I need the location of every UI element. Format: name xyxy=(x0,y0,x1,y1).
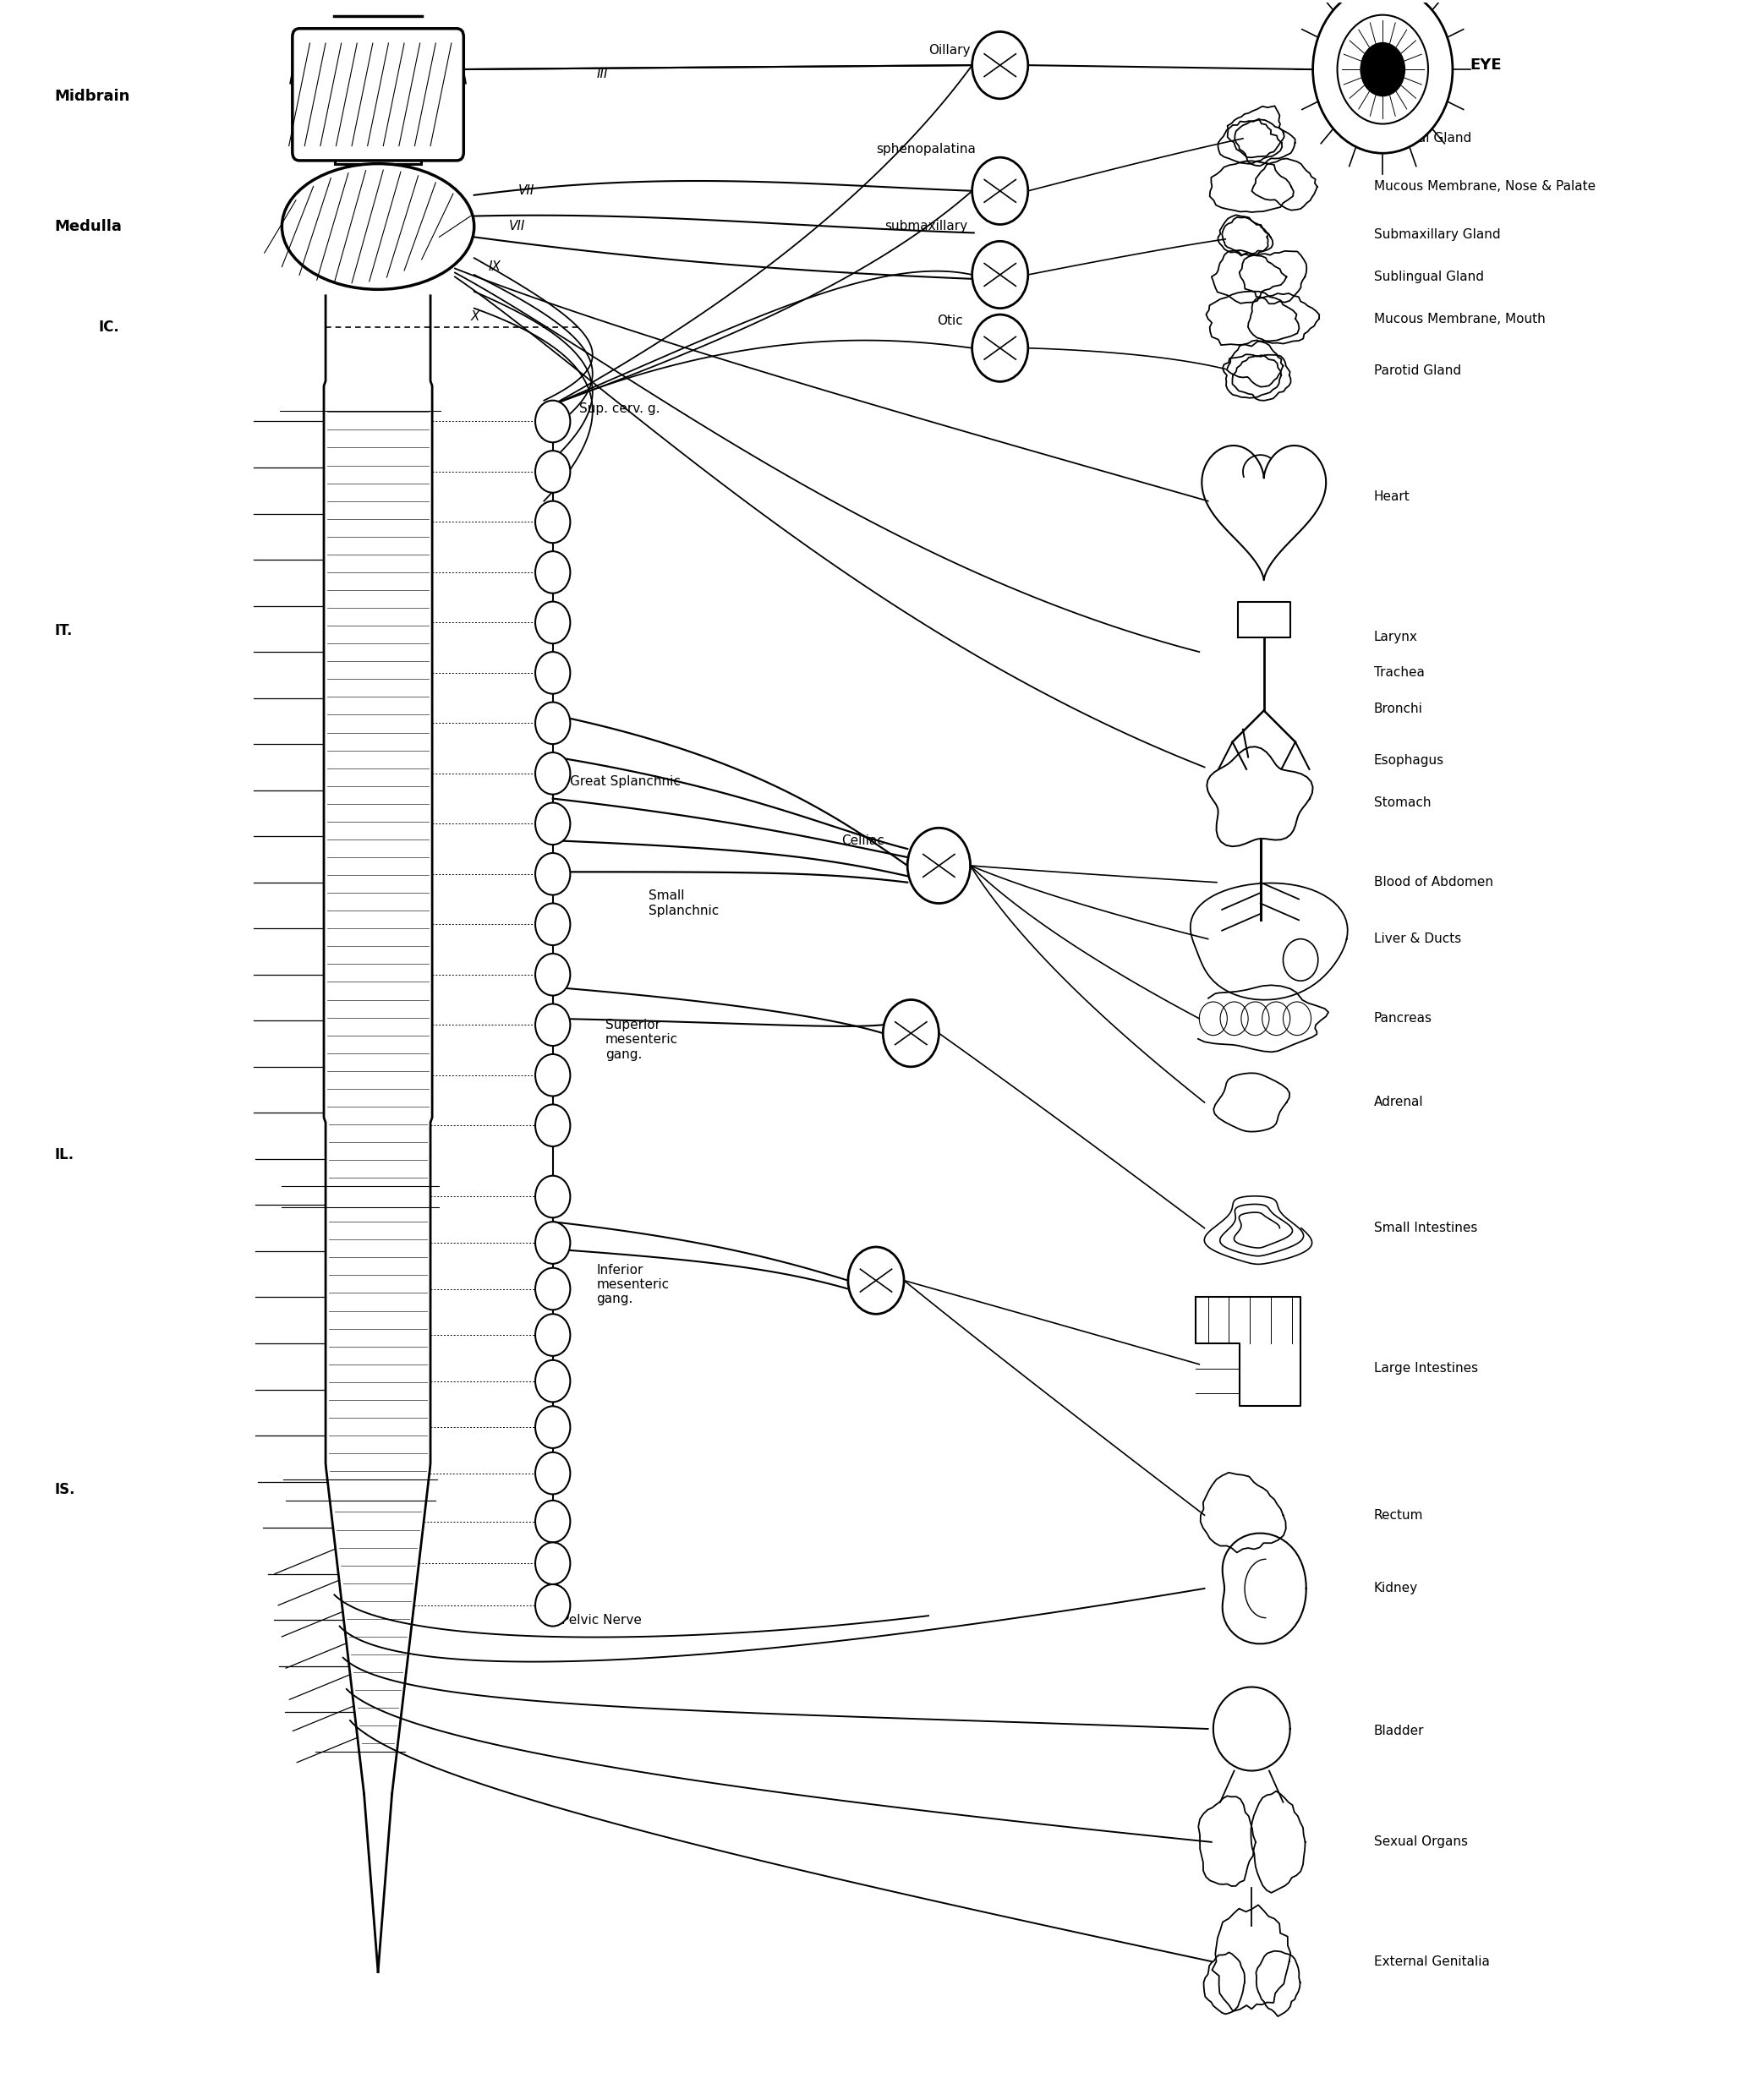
Circle shape xyxy=(972,157,1028,225)
Circle shape xyxy=(536,1054,569,1096)
Text: Great Splanchnic: Great Splanchnic xyxy=(569,775,682,788)
Circle shape xyxy=(883,1000,939,1067)
Circle shape xyxy=(536,853,569,895)
Circle shape xyxy=(536,701,569,743)
Text: Pancreas: Pancreas xyxy=(1374,1012,1433,1025)
Circle shape xyxy=(536,1407,569,1449)
Text: Sup. cerv. g.: Sup. cerv. g. xyxy=(578,403,661,416)
Circle shape xyxy=(536,1583,569,1625)
Circle shape xyxy=(536,903,569,945)
Circle shape xyxy=(972,315,1028,382)
Text: VII: VII xyxy=(519,185,534,197)
Circle shape xyxy=(536,1105,569,1147)
Circle shape xyxy=(536,1004,569,1046)
Text: Bronchi: Bronchi xyxy=(1374,701,1423,714)
Text: Kidney: Kidney xyxy=(1374,1581,1417,1594)
Circle shape xyxy=(1282,939,1318,981)
Text: Lacrimal Gland: Lacrimal Gland xyxy=(1374,132,1472,145)
Text: Otic: Otic xyxy=(937,315,964,328)
Circle shape xyxy=(536,802,569,844)
Circle shape xyxy=(536,451,569,493)
Circle shape xyxy=(536,1453,569,1495)
Text: Trachea: Trachea xyxy=(1374,666,1424,678)
Text: Stomach: Stomach xyxy=(1374,796,1431,808)
Circle shape xyxy=(536,1176,569,1218)
Circle shape xyxy=(848,1247,904,1315)
Text: External Genitalia: External Genitalia xyxy=(1374,1955,1489,1968)
Text: IC.: IC. xyxy=(98,319,119,334)
Circle shape xyxy=(908,827,971,903)
Circle shape xyxy=(536,752,569,794)
Text: Liver & Ducts: Liver & Ducts xyxy=(1374,932,1461,945)
Text: Celliac: Celliac xyxy=(841,834,885,846)
Circle shape xyxy=(536,1268,569,1310)
Text: Large Intestines: Large Intestines xyxy=(1374,1363,1479,1376)
Text: Blood of Abdomen: Blood of Abdomen xyxy=(1374,876,1493,888)
Text: Small Intestines: Small Intestines xyxy=(1374,1222,1477,1235)
Text: Pelvic Nerve: Pelvic Nerve xyxy=(561,1613,641,1625)
Text: Larynx: Larynx xyxy=(1374,630,1417,643)
Circle shape xyxy=(972,242,1028,309)
Text: sphenopalatina: sphenopalatina xyxy=(876,143,976,155)
Text: IL.: IL. xyxy=(54,1147,74,1163)
Text: IT.: IT. xyxy=(54,624,74,638)
FancyBboxPatch shape xyxy=(293,29,464,160)
Text: submaxillary: submaxillary xyxy=(885,220,967,233)
Circle shape xyxy=(536,1361,569,1403)
Text: Small
Splanchnic: Small Splanchnic xyxy=(648,890,720,918)
Text: Parotid Gland: Parotid Gland xyxy=(1374,365,1461,378)
Text: Sublingual Gland: Sublingual Gland xyxy=(1374,271,1484,284)
Ellipse shape xyxy=(282,164,475,290)
Text: Mucous Membrane, Mouth: Mucous Membrane, Mouth xyxy=(1374,313,1545,326)
Text: IX: IX xyxy=(489,260,501,273)
Circle shape xyxy=(536,401,569,443)
Text: Sexual Organs: Sexual Organs xyxy=(1374,1835,1468,1848)
Text: Heart: Heart xyxy=(1374,491,1410,504)
Circle shape xyxy=(1360,42,1405,97)
Text: Adrenal: Adrenal xyxy=(1374,1096,1424,1109)
Circle shape xyxy=(1312,0,1452,153)
Text: Inferior
mesenteric
gang.: Inferior mesenteric gang. xyxy=(596,1264,669,1306)
Text: EYE: EYE xyxy=(1470,57,1501,74)
Circle shape xyxy=(536,1541,569,1583)
Circle shape xyxy=(972,31,1028,99)
Circle shape xyxy=(536,601,569,643)
Circle shape xyxy=(536,953,569,995)
Circle shape xyxy=(536,1222,569,1264)
Circle shape xyxy=(536,1502,569,1541)
Text: Rectum: Rectum xyxy=(1374,1508,1423,1522)
Text: Medulla: Medulla xyxy=(54,218,123,235)
Circle shape xyxy=(1337,15,1428,124)
Text: IS.: IS. xyxy=(54,1483,75,1497)
Circle shape xyxy=(536,651,569,693)
Circle shape xyxy=(536,552,569,592)
Text: VII: VII xyxy=(510,220,526,233)
Text: Mucous Membrane, Nose & Palate: Mucous Membrane, Nose & Palate xyxy=(1374,181,1596,193)
Text: III: III xyxy=(596,67,608,80)
Text: Superior
mesenteric
gang.: Superior mesenteric gang. xyxy=(604,1018,678,1060)
Text: Esophagus: Esophagus xyxy=(1374,754,1444,766)
Circle shape xyxy=(536,502,569,544)
Text: X: X xyxy=(471,311,480,323)
Circle shape xyxy=(536,1315,569,1357)
Text: Midbrain: Midbrain xyxy=(54,88,130,105)
Text: Submaxillary Gland: Submaxillary Gland xyxy=(1374,229,1500,241)
Text: Oillary: Oillary xyxy=(929,44,971,57)
Text: Bladder: Bladder xyxy=(1374,1724,1424,1737)
